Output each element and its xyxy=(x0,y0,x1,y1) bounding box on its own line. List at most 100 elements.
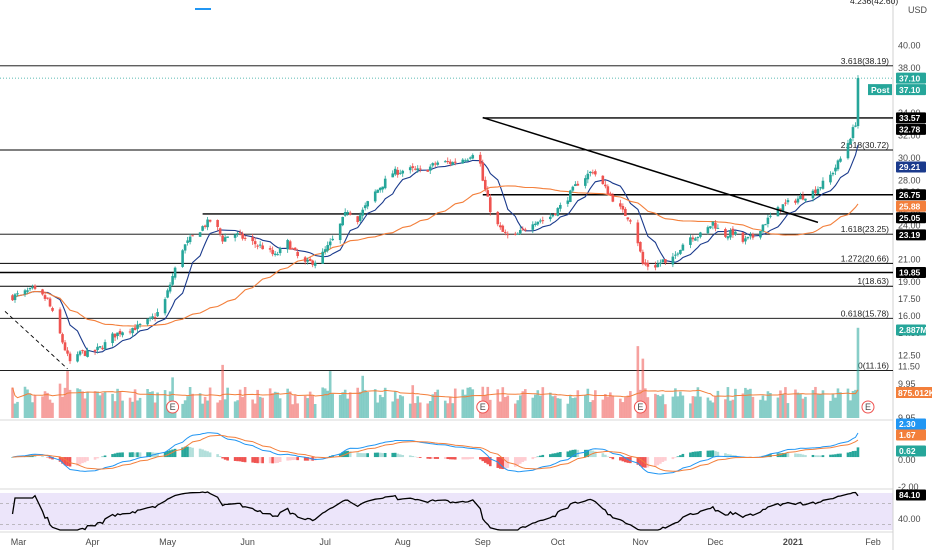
volume-bar xyxy=(198,393,202,418)
candle-body xyxy=(98,346,102,348)
macd-histogram-bar xyxy=(306,457,309,461)
candle-body xyxy=(644,262,647,265)
volume-bar xyxy=(113,401,117,418)
x-axis-label: Sep xyxy=(475,537,491,547)
macd-histogram-bar xyxy=(186,446,189,458)
macd-histogram-bar xyxy=(113,453,117,458)
volume-bar xyxy=(393,391,397,418)
candle-body xyxy=(26,290,29,292)
candle-body xyxy=(28,287,32,290)
candle-body xyxy=(569,190,572,202)
macd-histogram-bar xyxy=(411,455,415,458)
candle-body xyxy=(503,231,507,233)
x-axis-label: Aug xyxy=(395,537,411,547)
volume-bar xyxy=(46,392,49,418)
macd-histogram-bar xyxy=(819,455,822,458)
volume-ma-tag-bg xyxy=(896,387,932,398)
volume-bar xyxy=(664,404,667,418)
volume-bar xyxy=(418,402,422,418)
volume-bar xyxy=(751,396,755,418)
macd-histogram-bar xyxy=(131,452,134,458)
macd-histogram-bar xyxy=(313,457,317,461)
candle-body xyxy=(461,159,465,164)
candle-body xyxy=(671,256,675,265)
macd-histogram-bar xyxy=(216,454,219,458)
macd-histogram-bar xyxy=(243,457,247,463)
candle-body xyxy=(241,233,244,239)
volume-bar xyxy=(539,395,542,418)
candle-body xyxy=(223,237,227,242)
volume-bar xyxy=(786,403,790,418)
candle-body xyxy=(221,235,224,242)
volume-bar xyxy=(496,389,500,418)
volume-bar xyxy=(779,390,782,418)
candle-body xyxy=(759,231,762,238)
candle-body xyxy=(173,267,177,278)
volume-bar xyxy=(506,395,510,418)
volume-bar xyxy=(43,391,47,418)
macd-histogram-bar xyxy=(549,454,552,458)
candle-body xyxy=(769,215,772,217)
volume-bar xyxy=(636,346,640,418)
volume-bar xyxy=(238,389,242,418)
candle-body xyxy=(13,294,17,301)
price-tag: 25.88 xyxy=(899,201,921,211)
x-axis-label: Jul xyxy=(319,537,331,547)
macd-histogram-bar xyxy=(461,457,465,460)
price-tag-bg xyxy=(896,123,926,135)
volume-bar xyxy=(846,388,850,418)
candle-body xyxy=(799,196,802,200)
candle-body xyxy=(551,214,555,217)
volume-bar xyxy=(521,391,525,418)
candle-body xyxy=(541,220,545,222)
volume-bar xyxy=(383,387,387,418)
macd-histogram-bar xyxy=(671,457,675,460)
earnings-label: E xyxy=(865,402,871,412)
candle-body xyxy=(659,262,662,264)
candle-body xyxy=(381,186,385,190)
macd-histogram-bar xyxy=(629,457,632,464)
volume-bar xyxy=(378,394,382,418)
macd-histogram-bar xyxy=(636,457,640,465)
volume-bar xyxy=(829,400,832,418)
candle-body xyxy=(136,324,139,329)
macd-histogram-bar xyxy=(78,457,82,465)
macd-histogram-bar xyxy=(226,457,229,461)
price-tick-label: 11.50 xyxy=(898,362,920,372)
candle-body xyxy=(501,225,505,232)
macd-histogram-bar xyxy=(433,457,437,459)
volume-bar xyxy=(61,396,64,418)
candle-body xyxy=(443,161,447,163)
macd-histogram-bar xyxy=(569,450,572,458)
candle-body xyxy=(118,330,122,335)
candle-body xyxy=(116,332,119,336)
macd-histogram-bar xyxy=(376,452,380,458)
volume-bar xyxy=(706,397,710,418)
candle-body xyxy=(356,216,360,223)
candle-body xyxy=(734,231,737,235)
candle-body xyxy=(574,184,577,187)
macd-histogram-bar xyxy=(814,455,817,458)
macd-histogram-bar xyxy=(498,457,502,469)
candle-body xyxy=(431,163,435,166)
volume-bar xyxy=(694,396,697,418)
volume-bar xyxy=(286,388,289,418)
candle-body xyxy=(606,186,610,195)
macd-histogram-bar xyxy=(521,457,525,463)
macd-histogram-bar xyxy=(241,457,244,462)
volume-bar xyxy=(343,389,347,418)
volume-bar xyxy=(816,393,820,418)
macd-histogram-bar xyxy=(664,457,667,461)
fib-level-label: 0.618(15.78) xyxy=(841,308,889,318)
volume-bar xyxy=(163,390,167,418)
candle-body xyxy=(323,249,327,253)
volume-bar xyxy=(834,397,837,418)
candle-body xyxy=(328,241,332,246)
macd-histogram-bar xyxy=(206,451,209,458)
volume-bar xyxy=(76,388,79,418)
macd-histogram-bar xyxy=(378,452,382,458)
macd-tick: -2.00 xyxy=(898,482,919,492)
fib-level-label: 1.618(23.25) xyxy=(841,224,889,234)
volume-bar xyxy=(261,397,264,418)
